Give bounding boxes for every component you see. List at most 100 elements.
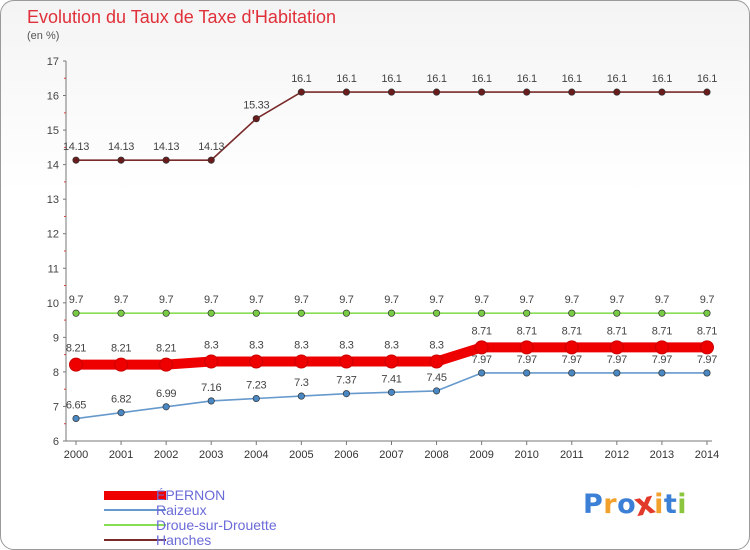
data-label: 16.1 bbox=[607, 73, 627, 85]
data-label: 14.13 bbox=[108, 141, 134, 153]
data-point bbox=[703, 88, 711, 96]
proxiti-logo: Proxiti bbox=[583, 485, 688, 524]
data-point bbox=[297, 88, 305, 96]
y-tick-label: 6 bbox=[53, 436, 59, 448]
data-label: 14.13 bbox=[63, 141, 89, 153]
data-point bbox=[433, 88, 441, 96]
data-point bbox=[564, 340, 579, 355]
data-label: 9.7 bbox=[610, 294, 625, 306]
data-label: 8.3 bbox=[339, 340, 354, 352]
data-label: 7.97 bbox=[607, 354, 627, 366]
data-point bbox=[342, 309, 350, 317]
data-label: 9.7 bbox=[114, 294, 129, 306]
data-label: 9.7 bbox=[294, 294, 309, 306]
data-point bbox=[568, 88, 576, 96]
data-point bbox=[342, 88, 350, 96]
data-point bbox=[252, 309, 260, 317]
logo-letter: t bbox=[663, 489, 678, 520]
data-point bbox=[387, 88, 396, 96]
x-tick-label: 2006 bbox=[334, 449, 358, 461]
legend-item: Droue-sur-Drouette bbox=[104, 517, 364, 533]
data-label: 9.7 bbox=[204, 294, 219, 306]
data-point bbox=[519, 340, 534, 355]
logo-letter: r bbox=[603, 489, 618, 520]
data-point bbox=[114, 357, 129, 372]
data-label: 9.7 bbox=[384, 294, 399, 306]
data-point bbox=[252, 115, 260, 123]
data-label: 16.1 bbox=[381, 73, 401, 85]
legend-label: Droue-sur-Drouette bbox=[156, 517, 277, 533]
y-tick-label: 9 bbox=[53, 332, 59, 344]
x-tick-label: 2002 bbox=[154, 449, 178, 461]
data-point bbox=[207, 309, 215, 317]
data-label: 9.7 bbox=[159, 294, 174, 306]
data-point bbox=[162, 156, 170, 164]
data-label: 16.1 bbox=[697, 73, 717, 85]
data-label: 7.41 bbox=[381, 373, 401, 385]
data-point bbox=[523, 309, 531, 317]
data-label: 8.21 bbox=[66, 343, 86, 355]
data-point bbox=[613, 88, 621, 96]
data-label: 6.99 bbox=[156, 388, 176, 400]
data-point bbox=[249, 354, 264, 369]
data-point bbox=[294, 354, 309, 369]
data-point bbox=[117, 156, 125, 164]
y-tick-label: 11 bbox=[48, 263, 59, 275]
data-label: 9.7 bbox=[429, 294, 444, 306]
data-label: 7.16 bbox=[201, 382, 221, 394]
data-label: 16.1 bbox=[426, 73, 446, 85]
data-point bbox=[523, 369, 531, 377]
x-tick-label: 2003 bbox=[199, 449, 223, 461]
data-point bbox=[433, 309, 441, 317]
logo-letter: i bbox=[677, 489, 688, 520]
data-label: 14.13 bbox=[153, 141, 179, 153]
x-tick-label: 2011 bbox=[560, 449, 584, 461]
data-label: 8.3 bbox=[429, 340, 444, 352]
data-label: 8.3 bbox=[204, 340, 219, 352]
y-tick-label: 8 bbox=[53, 367, 59, 379]
chart-title: Evolution du Taux de Taxe d'Habitation bbox=[27, 7, 336, 27]
data-label: 9.7 bbox=[655, 294, 670, 306]
data-point bbox=[478, 88, 486, 96]
data-point bbox=[703, 309, 711, 317]
data-point bbox=[658, 88, 666, 96]
logo-letter: i bbox=[654, 489, 664, 520]
data-point bbox=[568, 309, 576, 317]
legend-swatch bbox=[104, 539, 166, 541]
data-point bbox=[613, 369, 621, 377]
data-label: 7.97 bbox=[562, 354, 582, 366]
data-label: 7.23 bbox=[246, 380, 266, 392]
data-point bbox=[297, 309, 305, 317]
data-label: 7.97 bbox=[472, 354, 492, 366]
legend-item: Raizeux bbox=[104, 502, 364, 518]
data-point bbox=[207, 156, 215, 164]
x-tick-label: 2012 bbox=[605, 449, 629, 461]
data-point bbox=[162, 309, 170, 317]
data-point bbox=[72, 414, 80, 423]
data-point bbox=[474, 340, 489, 355]
data-point bbox=[72, 309, 80, 317]
x-tick-label: 2000 bbox=[64, 449, 88, 461]
data-point bbox=[478, 309, 486, 317]
data-point bbox=[613, 309, 621, 317]
data-point bbox=[387, 309, 396, 317]
data-point bbox=[523, 88, 531, 96]
data-point bbox=[568, 369, 576, 377]
data-label: 7.97 bbox=[517, 354, 537, 366]
x-tick-label: 2008 bbox=[424, 449, 448, 461]
data-label: 15.33 bbox=[243, 100, 269, 112]
data-point bbox=[478, 369, 486, 377]
data-point bbox=[703, 369, 711, 377]
x-tick-label: 2007 bbox=[379, 449, 403, 461]
y-tick-label: 13 bbox=[47, 194, 59, 206]
logo-letter: P bbox=[583, 489, 604, 520]
data-label: 9.7 bbox=[474, 294, 489, 306]
y-tick-label: 10 bbox=[47, 298, 59, 310]
data-point bbox=[252, 394, 260, 403]
data-label: 8.3 bbox=[249, 340, 264, 352]
y-tick-label: 12 bbox=[47, 229, 59, 241]
legend-label: Hanches bbox=[156, 532, 212, 548]
data-label: 16.1 bbox=[517, 73, 537, 85]
x-tick-label: 2001 bbox=[109, 449, 133, 461]
data-point bbox=[117, 309, 125, 317]
